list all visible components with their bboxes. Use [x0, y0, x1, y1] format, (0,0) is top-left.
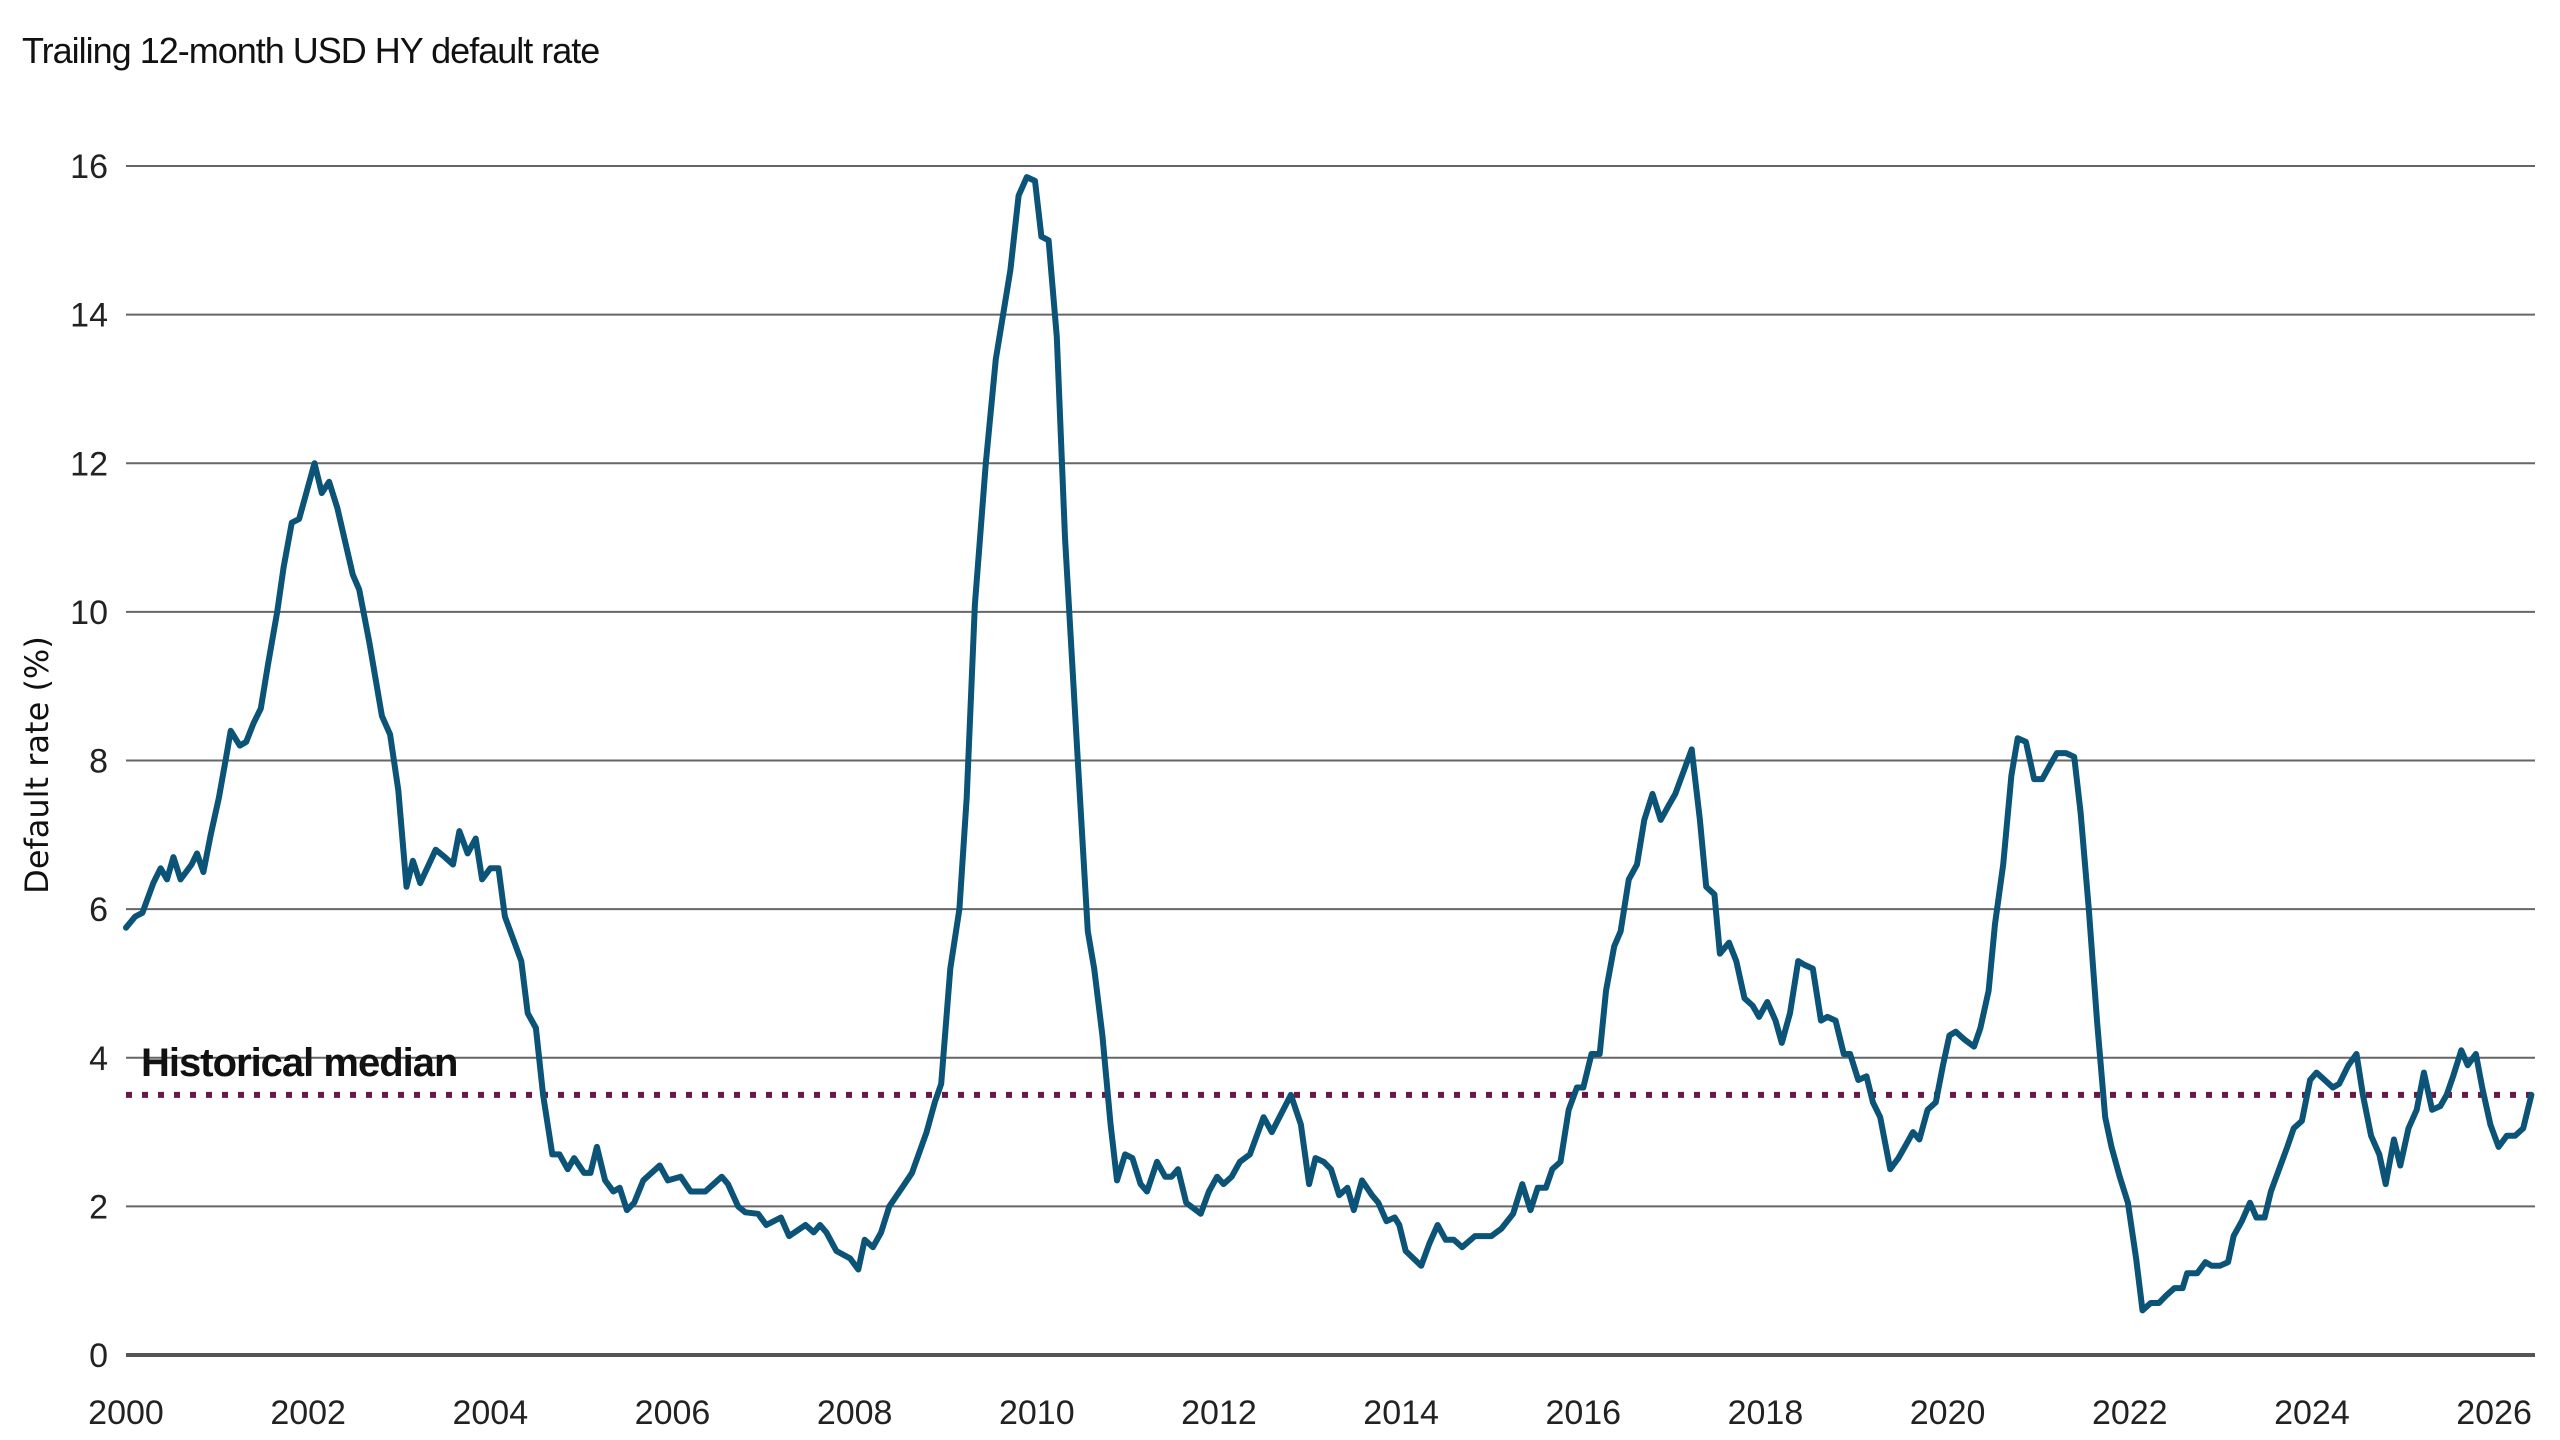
- gridlines: [126, 165, 2535, 1357]
- x-tick-label: 2026: [2456, 1394, 2532, 1432]
- y-tick-label: 8: [89, 743, 108, 781]
- x-tick-label: 2014: [1363, 1394, 1439, 1432]
- y-tick-label: 2: [89, 1188, 108, 1226]
- x-tick-label: 2018: [1728, 1394, 1804, 1432]
- y-tick-label: 12: [70, 445, 108, 483]
- y-tick-label: 16: [70, 148, 108, 186]
- y-tick-label: 0: [89, 1337, 108, 1375]
- y-tick-label: 4: [89, 1040, 108, 1078]
- y-tick-labels: 0 2 4 6 8 10 12 14 16: [70, 148, 108, 1375]
- x-tick-label: 2010: [999, 1394, 1075, 1432]
- x-tick-labels: 2000 2002 2004 2006 2008 2010 2012 2014 2016 2018…: [88, 1394, 2532, 1432]
- x-tick-label: 2024: [2274, 1394, 2350, 1432]
- x-tick-label: 2020: [1910, 1394, 1986, 1432]
- y-tick-label: 6: [89, 891, 108, 929]
- y-tick-label: 10: [70, 594, 108, 632]
- y-tick-label: 14: [70, 297, 108, 335]
- x-tick-label: 2000: [88, 1394, 164, 1432]
- x-tick-label: 2006: [635, 1394, 711, 1432]
- chart-title: Trailing 12-month USD HY default rate: [22, 30, 600, 71]
- x-tick-label: 2022: [2092, 1394, 2168, 1432]
- x-tick-label: 2016: [1545, 1394, 1621, 1432]
- x-tick-label: 2008: [817, 1394, 893, 1432]
- default-rate-series-line: [123, 174, 2535, 1314]
- historical-median-label: Historical median: [141, 1041, 457, 1085]
- y-axis-label: Default rate (%): [18, 636, 56, 894]
- x-tick-label: 2004: [452, 1394, 528, 1432]
- x-tick-label: 2012: [1181, 1394, 1257, 1432]
- x-tick-label: 2002: [270, 1394, 346, 1432]
